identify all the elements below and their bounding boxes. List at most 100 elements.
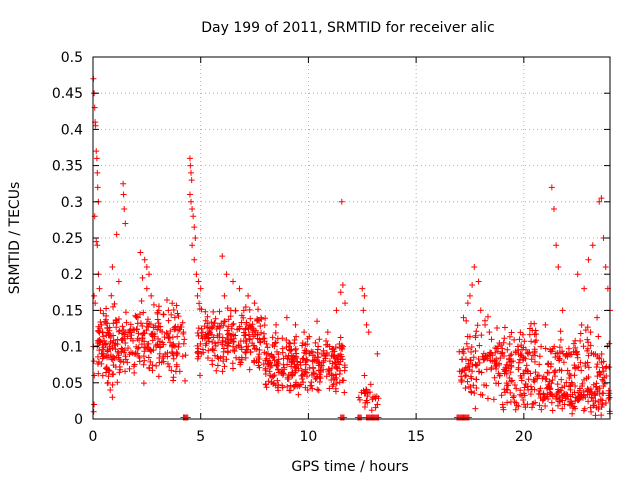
data-point [511, 382, 518, 389]
data-point [116, 369, 123, 376]
data-point [110, 362, 117, 369]
data-point [333, 307, 340, 314]
data-point [170, 374, 177, 381]
data-point [506, 333, 513, 340]
data-point [316, 359, 323, 366]
data-point [164, 349, 171, 356]
data-point [312, 339, 319, 346]
data-point [507, 399, 514, 406]
data-point [562, 395, 569, 402]
data-point [114, 341, 121, 348]
data-point [206, 329, 213, 336]
data-point [131, 351, 138, 358]
data-point [231, 348, 238, 355]
data-point [238, 344, 245, 351]
data-point [326, 358, 333, 365]
data-point [225, 316, 232, 323]
data-point [375, 395, 382, 402]
data-point [316, 378, 323, 385]
data-point [531, 346, 538, 353]
data-point [150, 301, 157, 308]
data-point [522, 404, 529, 411]
data-point [223, 356, 230, 363]
data-point [290, 355, 297, 362]
data-point [272, 340, 279, 347]
data-point [247, 315, 254, 322]
data-point [191, 256, 198, 263]
data-point [530, 376, 537, 383]
data-point [599, 400, 606, 407]
data-point [598, 403, 605, 410]
data-point [225, 323, 232, 330]
data-point [204, 320, 211, 327]
data-point [572, 394, 579, 401]
data-point [109, 381, 116, 388]
data-point [211, 352, 218, 359]
data-point [267, 359, 274, 366]
data-point [90, 358, 97, 365]
data-point [516, 336, 523, 343]
data-point [301, 349, 308, 356]
data-point [582, 360, 589, 367]
data-point [138, 298, 145, 305]
data-point [104, 320, 111, 327]
data-point [501, 335, 508, 342]
y-tick-label: 0.4 [61, 122, 83, 138]
data-point [302, 341, 309, 348]
data-point [504, 399, 511, 406]
data-point [103, 312, 110, 319]
data-point [338, 353, 345, 360]
data-point [195, 325, 202, 332]
data-point [474, 322, 481, 329]
data-point [560, 350, 567, 357]
data-point [467, 373, 474, 380]
data-point [94, 184, 101, 191]
data-point [489, 358, 496, 365]
data-point [554, 390, 561, 397]
data-point [295, 365, 302, 372]
data-point [249, 329, 256, 336]
data-point [528, 356, 535, 363]
data-point [468, 344, 475, 351]
data-point [605, 392, 612, 399]
data-point [229, 360, 236, 367]
data-point [521, 392, 528, 399]
data-point [95, 323, 102, 330]
data-point [527, 391, 534, 398]
data-point [538, 343, 545, 350]
data-point [242, 332, 249, 339]
data-point [262, 365, 269, 372]
data-point [127, 335, 134, 342]
data-point [518, 342, 525, 349]
data-point [528, 383, 535, 390]
data-point [578, 322, 585, 329]
grid-lines [93, 57, 610, 419]
data-point [332, 344, 339, 351]
data-point [227, 307, 234, 314]
data-point [215, 339, 222, 346]
data-point [464, 333, 471, 340]
data-point [130, 363, 137, 370]
data-point [135, 344, 142, 351]
data-point [137, 249, 144, 256]
data-point [96, 347, 103, 354]
data-point [529, 327, 536, 334]
data-point [122, 309, 129, 316]
data-point [588, 408, 595, 415]
data-point [584, 336, 591, 343]
data-point [257, 338, 264, 345]
data-point [283, 344, 290, 351]
data-point [105, 373, 112, 380]
data-point [597, 371, 604, 378]
data-point [522, 367, 529, 374]
data-point [525, 350, 532, 357]
data-point [148, 332, 155, 339]
data-point [136, 337, 143, 344]
data-point [187, 162, 194, 169]
data-point [330, 381, 337, 388]
data-point [506, 341, 513, 348]
data-point [264, 344, 271, 351]
data-point [317, 362, 324, 369]
data-point [316, 336, 323, 343]
data-point [494, 343, 501, 350]
